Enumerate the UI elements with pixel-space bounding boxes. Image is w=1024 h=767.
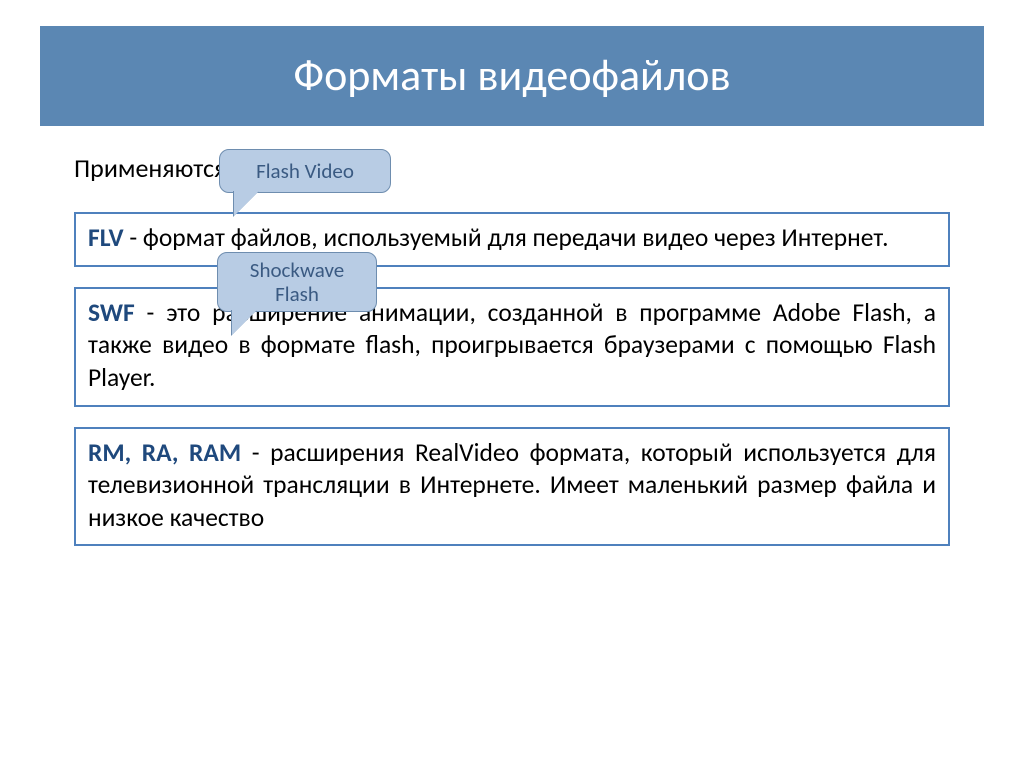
- callout-shockwave-flash-label: Shockwave Flash: [228, 258, 366, 306]
- box-rm: RM, RA, RAM - расширения RealVideo форма…: [74, 427, 950, 547]
- format-desc-flv: - формат файлов, используемый для переда…: [124, 222, 889, 253]
- slide: Форматы видеофайлов Применяются в Интерн…: [0, 0, 1024, 767]
- callout-flash-video-label: Flash Video: [256, 159, 354, 183]
- box-flv: FLV - формат файлов, используемый для пе…: [74, 212, 950, 267]
- callout-tail-icon: [232, 309, 258, 335]
- format-label-rm: RM, RA, RAM: [88, 437, 241, 468]
- format-label-swf: SWF: [88, 297, 135, 328]
- callout-tail-icon: [234, 190, 260, 216]
- slide-title: Форматы видеофайлов: [40, 48, 984, 102]
- title-bar: Форматы видеофайлов: [40, 26, 984, 126]
- format-desc-swf: - это расширение анимации, созданной в п…: [88, 297, 936, 393]
- content-area: Применяются в Интернете: FLV - формат фа…: [40, 126, 984, 546]
- callout-shockwave-flash: Shockwave Flash: [217, 252, 377, 312]
- callout-flash-video: Flash Video: [219, 149, 391, 193]
- format-label-flv: FLV: [88, 222, 124, 253]
- box-swf: SWF - это расширение анимации, созданной…: [74, 287, 950, 407]
- subtitle: Применяются в Интернете:: [74, 152, 950, 184]
